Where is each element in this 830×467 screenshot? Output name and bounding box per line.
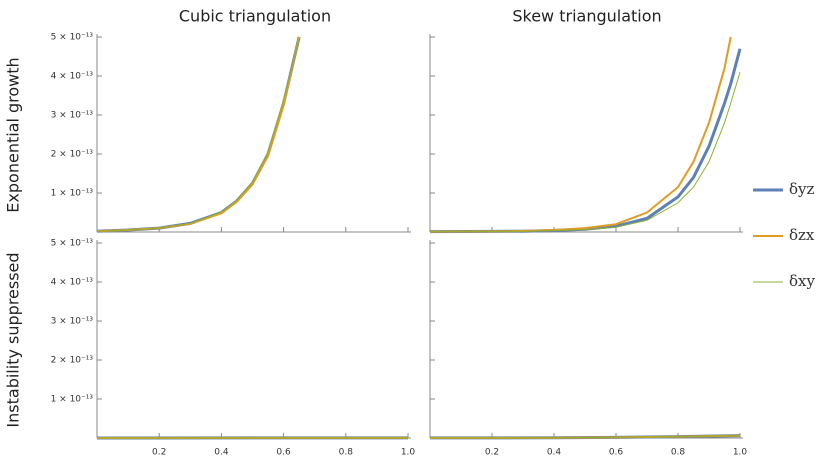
panel-title: Cubic triangulation <box>179 7 331 26</box>
x-tick-label: 1.0 <box>401 448 416 458</box>
x-tick-label: 0.2 <box>152 448 166 458</box>
y-tick-label: 2 × 10⁻¹³ <box>51 150 94 160</box>
legend-label: δyz <box>789 180 815 198</box>
y-tick-label: 5 × 10⁻¹³ <box>51 33 94 43</box>
y-tick-label: 4 × 10⁻¹³ <box>51 278 94 288</box>
legend-label: δzx <box>789 226 815 244</box>
data-line <box>429 48 742 234</box>
x-tick-label: 0.6 <box>609 448 624 458</box>
y-tick-label: 4 × 10⁻¹³ <box>51 72 94 82</box>
data-line <box>96 38 300 232</box>
data-line <box>96 36 301 233</box>
data-line <box>429 71 741 233</box>
y-tick-label: 2 × 10⁻¹³ <box>51 356 94 366</box>
y-tick-label: 1 × 10⁻¹³ <box>51 189 94 199</box>
y-tick-label: 5 × 10⁻¹³ <box>51 239 94 249</box>
row-label: Exponential growth <box>4 57 23 212</box>
x-tick-label: 0.2 <box>485 448 499 458</box>
row-label: Instability suppressed <box>4 252 23 427</box>
x-tick-label: 0.8 <box>671 448 686 458</box>
legend-label: δxy <box>789 272 815 290</box>
x-tick-label: 0.4 <box>547 448 562 458</box>
y-tick-label: 3 × 10⁻¹³ <box>51 111 94 121</box>
x-tick-label: 1.0 <box>733 448 748 458</box>
x-tick-label: 0.4 <box>214 448 229 458</box>
data-line <box>429 36 732 233</box>
data-line <box>429 435 741 439</box>
data-line <box>96 36 301 233</box>
panel-title: Skew triangulation <box>512 7 661 26</box>
y-tick-label: 3 × 10⁻¹³ <box>51 317 94 327</box>
x-tick-label: 0.8 <box>339 448 354 458</box>
x-tick-label: 0.6 <box>276 448 291 458</box>
y-tick-label: 1 × 10⁻¹³ <box>51 395 94 405</box>
